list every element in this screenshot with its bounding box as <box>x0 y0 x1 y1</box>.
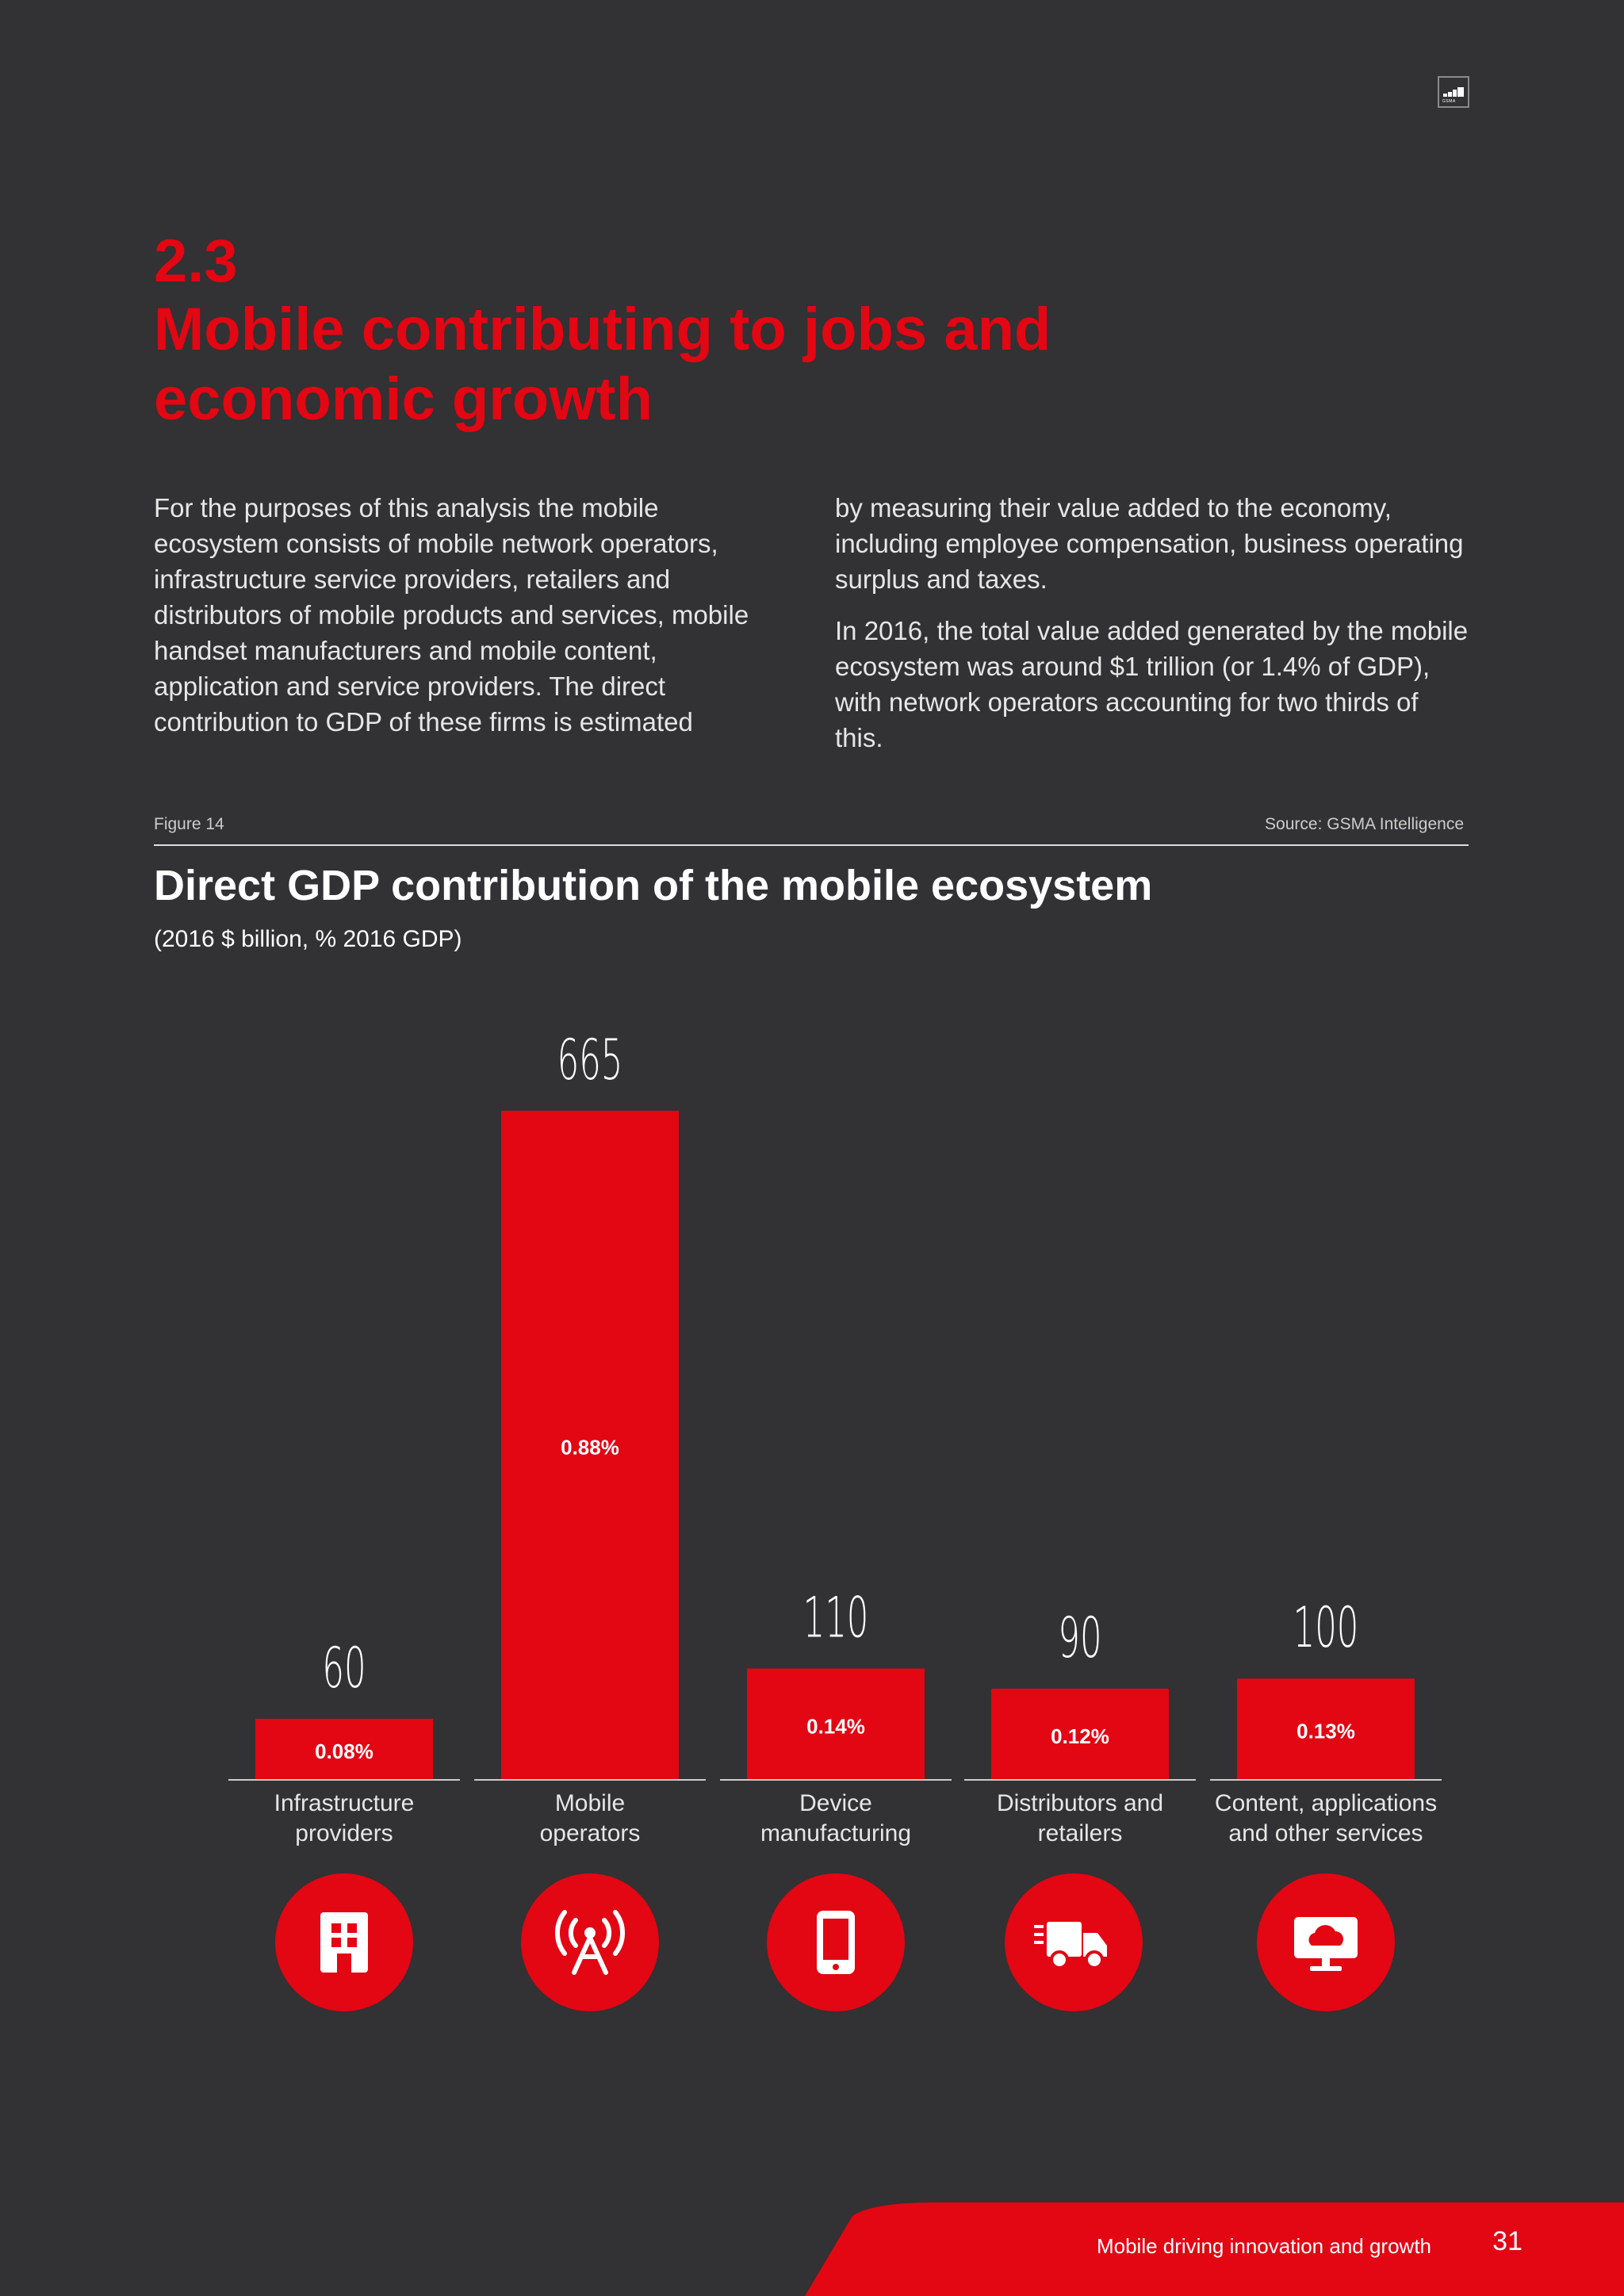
category-label: Content, applications <box>1215 1790 1437 1816</box>
value-label: 110 <box>803 1586 869 1651</box>
chart-bar <box>747 1668 925 1779</box>
building-icon <box>320 1912 368 1973</box>
category-label: Mobile <box>555 1790 625 1816</box>
category-label: providers <box>295 1820 393 1846</box>
figure-label: Figure 14 <box>154 815 224 833</box>
category-label: and other services <box>1228 1820 1423 1846</box>
chart-bar <box>501 1111 679 1779</box>
body-paragraph: by measuring their value added to the ec… <box>835 493 1464 594</box>
share-label: 0.08% <box>315 1739 373 1763</box>
chart-title: Direct GDP contribution of the mobile ec… <box>154 862 1153 909</box>
share-label: 0.12% <box>1051 1724 1109 1748</box>
category-label: operators <box>540 1820 641 1846</box>
body-paragraph: In 2016, the total value added generated… <box>835 616 1469 752</box>
gsma-logo: GSMA <box>1438 76 1469 108</box>
value-label: 60 <box>322 1636 366 1701</box>
section-number: 2.3 <box>154 228 238 295</box>
cloud-monitor-icon <box>1294 1917 1358 1971</box>
chart-bar <box>255 1718 433 1779</box>
chart-bar <box>1237 1678 1415 1779</box>
category-label: Distributors and <box>997 1790 1163 1816</box>
category-label: retailers <box>1038 1820 1123 1846</box>
footer-title: Mobile driving innovation and growth <box>1096 2234 1431 2258</box>
delivery-truck-icon <box>1034 1922 1107 1969</box>
page-number: 31 <box>1492 2226 1522 2256</box>
chart-bar <box>991 1688 1169 1779</box>
figure-source: Source: GSMA Intelligence <box>1265 815 1464 833</box>
smartphone-icon <box>817 1911 855 1974</box>
share-label: 0.13% <box>1297 1720 1355 1743</box>
footer-band <box>805 2202 1624 2296</box>
value-label: 90 <box>1058 1605 1101 1670</box>
body-left-column: For the purposes of this analysis the mo… <box>154 490 788 756</box>
category-label: Device <box>799 1790 872 1816</box>
logo-text: GSMA <box>1442 99 1456 104</box>
category-label: manufacturing <box>760 1820 911 1846</box>
chart-subtitle: (2016 $ billion, % 2016 GDP) <box>154 926 462 952</box>
section-title: Mobile contributing to jobs and economic… <box>154 296 1051 433</box>
figure-divider <box>154 844 1469 846</box>
category-label: Infrastructure <box>274 1790 415 1816</box>
antenna-tower-icon <box>555 1910 625 1975</box>
value-label: 100 <box>1293 1595 1359 1660</box>
value-label: 665 <box>557 1027 623 1093</box>
share-label: 0.88% <box>561 1436 619 1460</box>
body-right-column: by measuring their value added to the ec… <box>835 490 1469 771</box>
body-paragraph: For the purposes of this analysis the mo… <box>154 493 749 737</box>
share-label: 0.14% <box>806 1714 865 1738</box>
